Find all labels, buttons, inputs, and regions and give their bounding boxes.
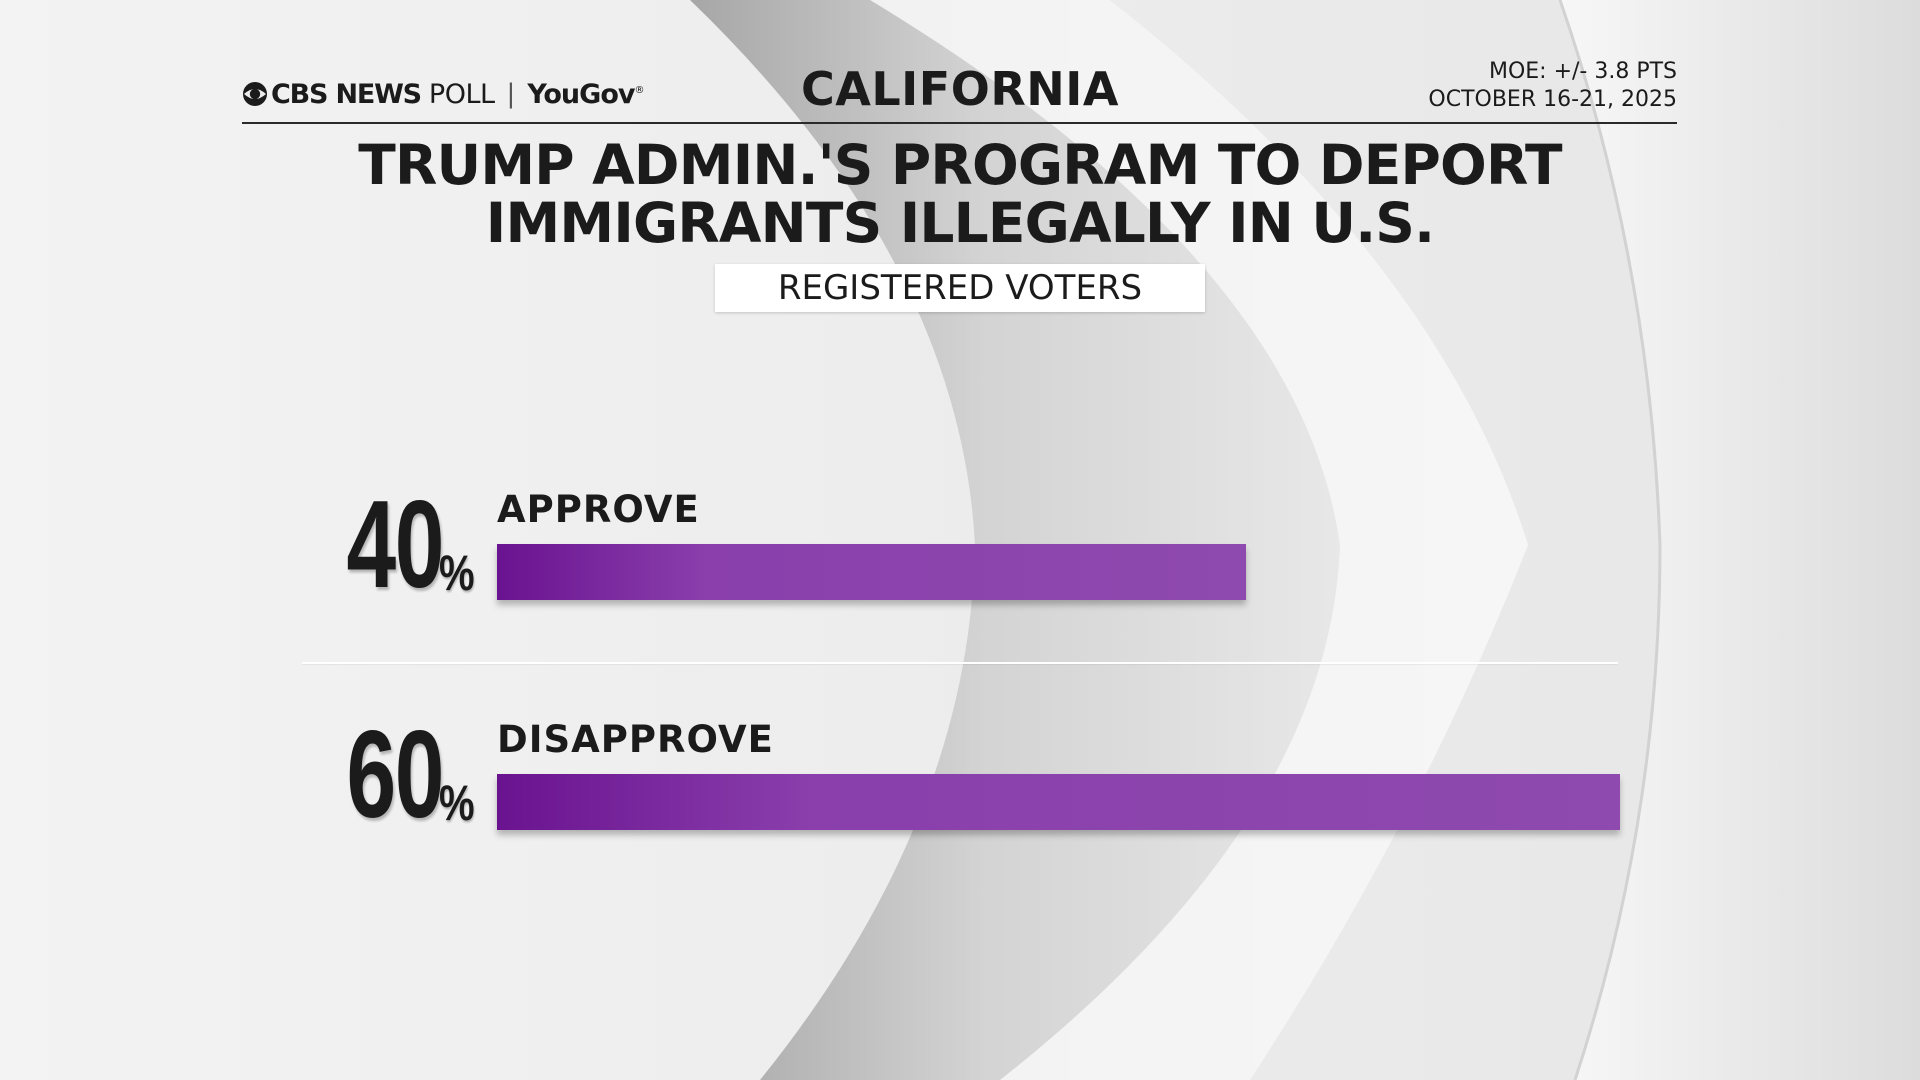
brand-cbs-news: CBS NEWS — [271, 78, 422, 110]
percent-label-disapprove: 60% — [309, 706, 483, 844]
margin-of-error: MOE: +/- 3.8 PTS — [1488, 59, 1677, 84]
cbs-yougov-logo: CBS NEWS POLL | YouGov® — [242, 76, 644, 112]
category-label-approve: APPROVE — [497, 488, 700, 531]
percent-value-approve: 40 — [346, 476, 444, 614]
percent-label-approve: 40% — [309, 476, 483, 614]
percent-sign-disapprove: % — [438, 775, 475, 831]
chart-title: TRUMP ADMIN.'S PROGRAM TO DEPORT IMMIGRA… — [240, 136, 1680, 252]
bar-approve — [497, 544, 1246, 600]
percent-value-disapprove: 60 — [346, 706, 444, 844]
state-heading: CALIFORNIA — [801, 62, 1119, 116]
cbs-eye-icon — [243, 82, 267, 106]
brand-yougov: YouGov® — [527, 78, 644, 110]
brand-separator: | — [506, 79, 516, 109]
chart-subtitle: REGISTERED VOTERS — [715, 264, 1205, 312]
chart-title-line-1: TRUMP ADMIN.'S PROGRAM TO DEPORT — [358, 133, 1562, 197]
category-label-disapprove: DISAPPROVE — [497, 718, 774, 761]
percent-sign-approve: % — [438, 545, 475, 601]
poll-dates: OCTOBER 16-21, 2025 — [1428, 87, 1677, 112]
poll-meta: MOE: +/- 3.8 PTS OCTOBER 16-21, 2025 — [1428, 58, 1677, 114]
row-divider — [302, 662, 1618, 664]
chart-title-line-2: IMMIGRANTS ILLEGALLY IN U.S. — [485, 191, 1435, 255]
bar-disapprove — [497, 774, 1620, 830]
brand-poll: POLL — [428, 78, 495, 110]
header-rule — [242, 122, 1677, 124]
